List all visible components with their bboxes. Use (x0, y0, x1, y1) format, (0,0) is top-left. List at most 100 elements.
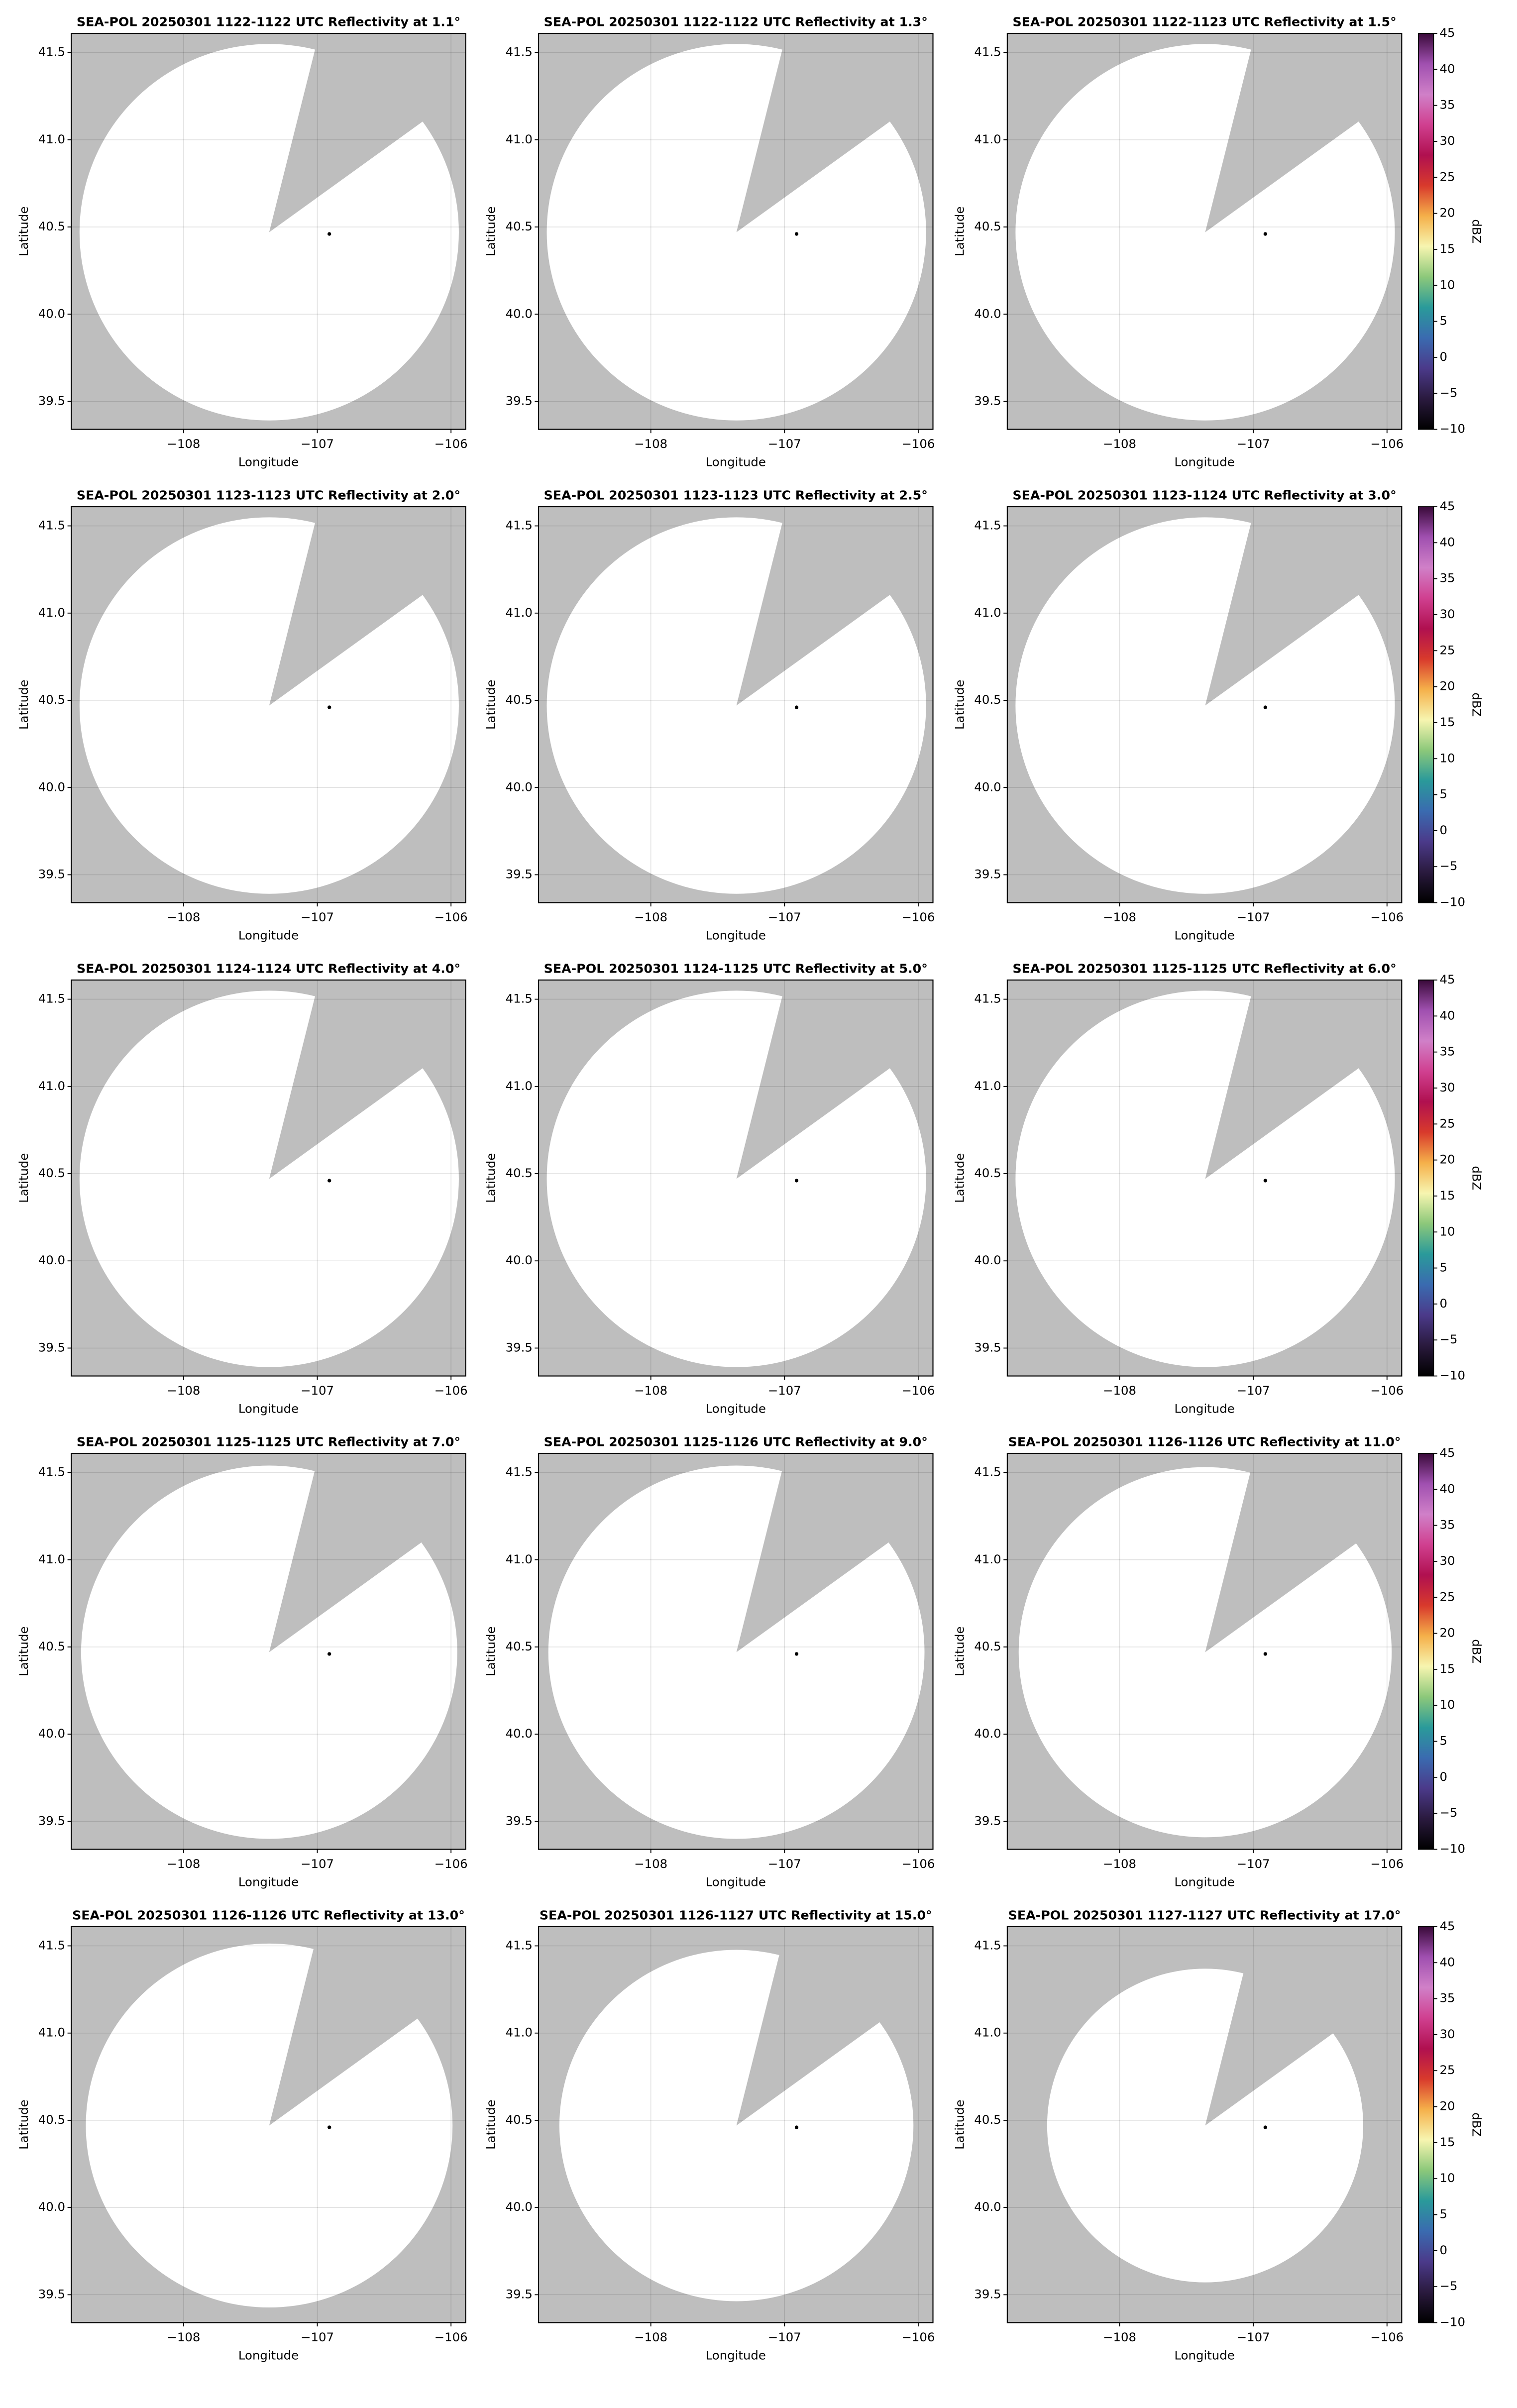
colorbar-tick-label: 0 (1440, 349, 1448, 364)
radar-coverage (548, 1465, 925, 1839)
y-tick-label: 39.5 (506, 394, 533, 408)
y-tick-label: 41.5 (974, 518, 1001, 533)
colorbar-tick-label: 0 (1440, 2243, 1448, 2257)
plot-frame (71, 1926, 466, 2323)
y-axis-label: Latitude (484, 680, 498, 730)
x-tick-label: −108 (634, 910, 667, 924)
colorbar-tick-label: −5 (1440, 2279, 1458, 2293)
x-tick-label: −106 (901, 2330, 935, 2344)
y-axis-label: Latitude (16, 207, 31, 256)
radar-coverage (1018, 1467, 1392, 1838)
colorbar-label: dBZ (1470, 1639, 1484, 1663)
colorbar-tick-label: 20 (1440, 1626, 1455, 1640)
colorbar-tick-label: 30 (1440, 1553, 1455, 1568)
chart-title: SEA-POL 20250301 1125-1125 UTC Reflectiv… (1012, 962, 1396, 976)
y-tick-label: 39.5 (974, 1813, 1001, 1828)
panel: −108 −107 −106 39.5 40.0 40.5 41.0 41.5 SEA-POL … (16, 15, 468, 469)
chart-title: SEA-POL 20250301 1126-1126 UTC Reflectiv… (72, 1908, 465, 1923)
x-tick-label: −107 (768, 2330, 801, 2344)
panel: −108 −107 −106 39.5 40.0 40.5 41.0 41.5 SEA-POL … (16, 1435, 468, 1889)
y-tick-label: 41.5 (974, 1465, 1001, 1479)
colorbar-tick-label: −5 (1440, 1805, 1458, 1820)
x-tick-label: −107 (301, 2330, 334, 2344)
x-tick-label: −106 (1370, 1857, 1404, 1871)
y-tick-label: 40.5 (974, 219, 1001, 233)
chart-title: SEA-POL 20250301 1125-1126 UTC Reflectiv… (544, 1435, 928, 1449)
colorbar-tick-label: 10 (1440, 2171, 1455, 2185)
x-axis-label: Longitude (706, 2348, 766, 2363)
chart-title: SEA-POL 20250301 1122-1122 UTC Reflectiv… (544, 15, 928, 29)
panel: −108 −107 −106 39.5 40.0 40.5 41.0 41.5 SEA-POL … (484, 1435, 935, 1889)
colorbar-tick-label: 15 (1440, 1188, 1455, 1203)
y-tick-label: 41.0 (38, 1552, 65, 1566)
colorbar-tick-label: 45 (1440, 1445, 1455, 1460)
y-tick-label: 41.0 (38, 605, 65, 620)
colorbar-tick-label: 25 (1440, 643, 1455, 657)
y-tick-label: 41.5 (974, 45, 1001, 59)
colorbar-tick-label: 45 (1440, 499, 1455, 513)
x-tick-label: −107 (1237, 2330, 1270, 2344)
x-tick-label: −106 (901, 1383, 935, 1398)
radar-coverage (81, 1465, 457, 1839)
colorbar (1417, 1926, 1434, 2323)
y-tick-label: 40.0 (38, 1726, 65, 1741)
colorbar-tick-label: 5 (1440, 2207, 1448, 2221)
x-tick-label: −108 (634, 437, 667, 451)
y-tick-label: 39.5 (38, 2287, 65, 2301)
plot-frame (538, 32, 934, 430)
y-axis-label: Latitude (484, 207, 498, 256)
colorbar-tick-label: 5 (1440, 787, 1448, 801)
y-tick-label: 40.0 (38, 1253, 65, 1267)
colorbar-tick-label: 20 (1440, 2099, 1455, 2113)
y-tick-label: 41.5 (38, 991, 65, 1006)
x-tick-label: −108 (634, 1383, 667, 1398)
y-tick-label: 39.5 (974, 867, 1001, 881)
y-tick-label: 40.0 (506, 306, 533, 321)
chart-title: SEA-POL 20250301 1124-1125 UTC Reflectiv… (544, 962, 928, 976)
y-tick-label: 39.5 (38, 394, 65, 408)
colorbar-tick-label: −10 (1440, 1368, 1465, 1383)
radar-marker (794, 1179, 799, 1183)
colorbar-tick-label: 30 (1440, 1080, 1455, 1095)
colorbar-tick-label: 0 (1440, 1296, 1448, 1311)
panel: −108 −107 −106 39.5 40.0 40.5 41.0 41.5 SEA-POL … (484, 488, 935, 943)
colorbar-tick-label: 5 (1440, 314, 1448, 328)
x-tick-label: −106 (434, 2330, 468, 2344)
radar-marker (794, 2125, 799, 2129)
y-axis-label: Latitude (484, 1627, 498, 1676)
colorbar-tick-label: 40 (1440, 1481, 1455, 1496)
y-tick-label: 40.0 (38, 306, 65, 321)
colorbar-tick-label: 40 (1440, 61, 1455, 76)
colorbar (1417, 1453, 1434, 1850)
y-tick-label: 41.0 (38, 1079, 65, 1093)
y-tick-label: 41.0 (974, 132, 1001, 146)
radar-marker (794, 705, 799, 709)
panel: −108 −107 −106 39.5 40.0 40.5 41.0 41.5 SEA-POL … (484, 1908, 935, 2363)
x-tick-label: −106 (1370, 1383, 1404, 1398)
colorbar-tick-label: 25 (1440, 1589, 1455, 1604)
x-axis-label: Longitude (1174, 1875, 1234, 1889)
y-tick-label: 41.5 (506, 1938, 533, 1953)
x-tick-label: −106 (1370, 437, 1404, 451)
y-axis-label: Latitude (16, 1627, 31, 1676)
y-axis-label: Latitude (16, 680, 31, 730)
colorbar-tick-label: 10 (1440, 751, 1455, 765)
y-tick-label: 40.5 (38, 1639, 65, 1653)
y-tick-label: 40.0 (974, 779, 1001, 794)
y-tick-label: 41.0 (974, 605, 1001, 620)
colorbar-tick-label: 5 (1440, 1260, 1448, 1275)
x-tick-label: −106 (434, 437, 468, 451)
radar-coverage (79, 517, 459, 894)
colorbar-tick-label: 15 (1440, 1661, 1455, 1676)
y-tick-label: 41.0 (506, 2025, 533, 2040)
plot-frame (71, 979, 466, 1377)
x-tick-label: −106 (434, 1857, 468, 1871)
chart-title: SEA-POL 20250301 1123-1123 UTC Reflectiv… (544, 488, 928, 503)
chart-title: SEA-POL 20250301 1122-1122 UTC Reflectiv… (77, 15, 460, 29)
y-tick-label: 40.0 (974, 2199, 1001, 2214)
colorbar-label: dBZ (1470, 692, 1484, 717)
y-tick-label: 40.0 (974, 1253, 1001, 1267)
x-tick-label: −107 (1237, 437, 1270, 451)
y-tick-label: 41.0 (506, 1079, 533, 1093)
colorbar-label: dBZ (1470, 1166, 1484, 1190)
